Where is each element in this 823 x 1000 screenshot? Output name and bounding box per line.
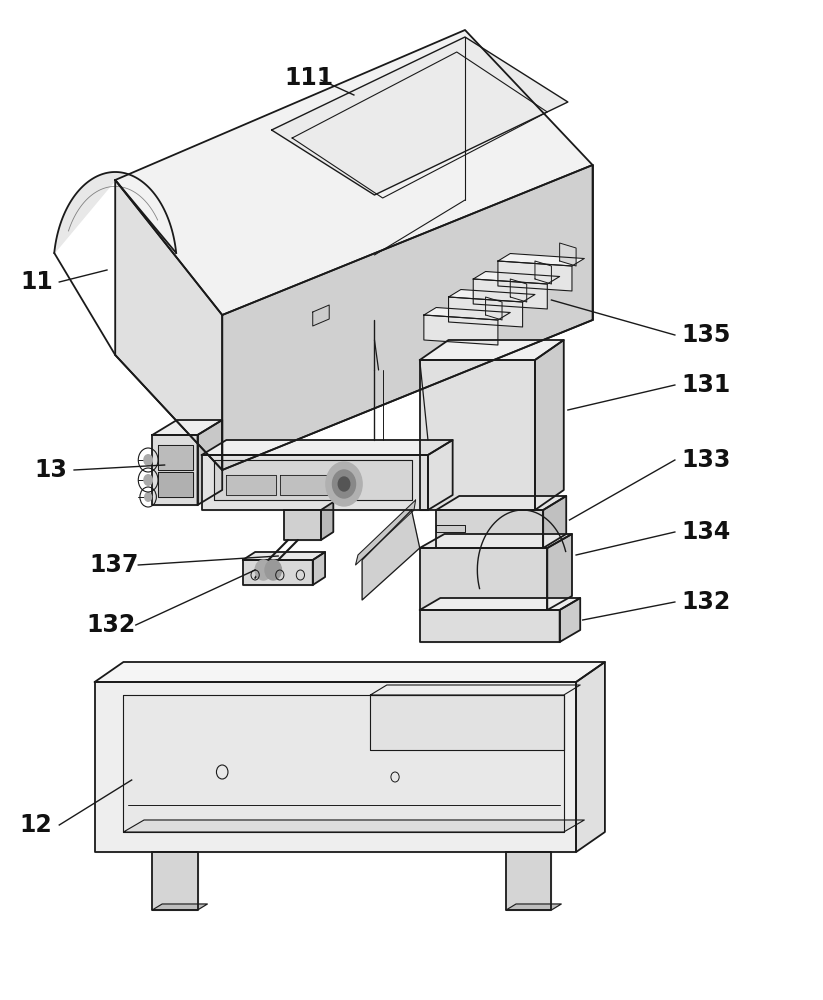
Polygon shape (420, 534, 572, 548)
Polygon shape (535, 340, 564, 510)
Polygon shape (313, 552, 325, 585)
Polygon shape (356, 500, 416, 565)
Polygon shape (436, 510, 543, 548)
Polygon shape (123, 695, 564, 832)
Polygon shape (152, 904, 207, 910)
Circle shape (255, 560, 272, 580)
Text: 11: 11 (21, 270, 53, 294)
Polygon shape (158, 472, 193, 497)
Polygon shape (420, 340, 564, 360)
Polygon shape (498, 261, 572, 291)
Polygon shape (436, 496, 566, 510)
Polygon shape (420, 598, 580, 610)
Polygon shape (420, 610, 560, 642)
Polygon shape (152, 420, 222, 435)
Polygon shape (449, 297, 523, 327)
Polygon shape (473, 271, 560, 284)
Text: 133: 133 (681, 448, 731, 472)
Polygon shape (428, 440, 453, 510)
Polygon shape (486, 297, 502, 320)
Polygon shape (321, 502, 333, 540)
Circle shape (338, 477, 350, 491)
Circle shape (326, 462, 362, 506)
Polygon shape (436, 525, 465, 532)
Polygon shape (152, 435, 198, 505)
Text: 131: 131 (681, 373, 731, 397)
Polygon shape (498, 254, 584, 266)
Polygon shape (510, 279, 527, 302)
Polygon shape (243, 552, 325, 560)
Circle shape (332, 470, 356, 498)
Polygon shape (284, 510, 321, 540)
Circle shape (143, 454, 153, 466)
Circle shape (143, 474, 153, 486)
Polygon shape (214, 460, 412, 500)
Polygon shape (362, 510, 420, 600)
Polygon shape (424, 308, 510, 320)
Polygon shape (560, 598, 580, 642)
Polygon shape (95, 662, 605, 682)
Text: 134: 134 (681, 520, 731, 544)
Polygon shape (158, 445, 193, 470)
Polygon shape (115, 30, 593, 315)
Text: 135: 135 (681, 323, 731, 347)
Circle shape (144, 492, 152, 502)
Polygon shape (424, 315, 498, 345)
Polygon shape (226, 475, 276, 495)
Polygon shape (370, 685, 580, 695)
Circle shape (265, 560, 281, 580)
Polygon shape (272, 37, 568, 195)
Text: 13: 13 (35, 458, 67, 482)
Text: 111: 111 (284, 66, 333, 90)
Polygon shape (506, 852, 551, 910)
Polygon shape (95, 682, 576, 852)
Polygon shape (115, 180, 222, 470)
Polygon shape (420, 548, 547, 610)
Text: 137: 137 (89, 553, 138, 577)
Polygon shape (202, 455, 428, 510)
Polygon shape (222, 165, 593, 470)
Polygon shape (280, 475, 329, 495)
Polygon shape (202, 440, 453, 455)
Polygon shape (576, 662, 605, 852)
Polygon shape (370, 695, 564, 750)
Polygon shape (123, 820, 584, 832)
Polygon shape (543, 496, 566, 548)
Polygon shape (535, 261, 551, 284)
Polygon shape (473, 279, 547, 309)
Polygon shape (420, 360, 535, 510)
Polygon shape (506, 904, 561, 910)
Polygon shape (198, 420, 222, 505)
Polygon shape (54, 172, 176, 355)
Polygon shape (449, 290, 535, 302)
Polygon shape (560, 243, 576, 266)
Text: 132: 132 (681, 590, 731, 614)
Polygon shape (243, 560, 313, 585)
Polygon shape (152, 852, 198, 910)
Text: 12: 12 (20, 813, 53, 837)
Polygon shape (547, 534, 572, 610)
Polygon shape (313, 305, 329, 326)
Text: 132: 132 (86, 613, 136, 637)
